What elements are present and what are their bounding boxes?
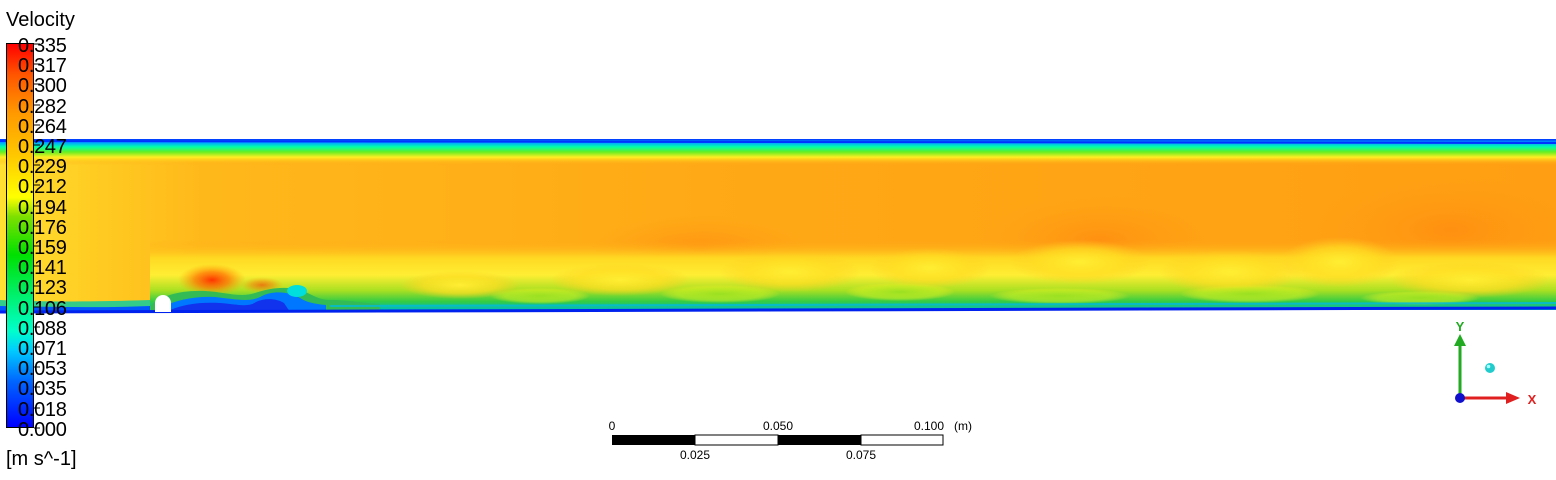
z-axis-dot xyxy=(1455,393,1465,403)
legend-tick-marks xyxy=(34,43,40,429)
cylinder-obstacle xyxy=(155,295,171,312)
scale-segment xyxy=(694,434,779,446)
turbulent-structure xyxy=(400,271,520,299)
wake-region xyxy=(170,299,290,312)
legend-label: 0.071 xyxy=(18,338,67,360)
scale-segment xyxy=(860,434,944,446)
scale-label: 0 xyxy=(609,419,616,433)
legend-label: 0.264 xyxy=(18,116,67,138)
sphere-highlight xyxy=(1486,364,1491,369)
low-velocity-patch xyxy=(660,285,780,303)
scale-bar: 0 0.050 0.100 (m) 0.025 0.075 xyxy=(609,419,972,462)
bed-boundary xyxy=(0,306,1556,314)
scale-unit: (m) xyxy=(954,419,972,433)
scale-segment xyxy=(778,435,861,445)
legend-color-bar xyxy=(6,43,34,428)
legend-units: [m s^-1] xyxy=(6,448,77,470)
legend-label: 0.212 xyxy=(18,176,67,198)
legend-label: 0.141 xyxy=(18,257,67,279)
legend-label: 0.335 xyxy=(18,35,67,57)
top-boundary xyxy=(0,140,1556,144)
low-velocity-patch xyxy=(490,288,590,304)
turbulent-structure xyxy=(1280,237,1400,287)
scale-label: 0.025 xyxy=(680,448,710,462)
legend-label: 0.282 xyxy=(18,96,67,118)
y-axis-label: Y xyxy=(1456,319,1465,334)
scale-label: 0.100 xyxy=(914,419,944,433)
legend-label: 0.247 xyxy=(18,136,67,158)
turbulent-structure xyxy=(1160,250,1300,294)
legend-labels: 0.335 0.317 0.300 0.282 0.264 0.247 0.22… xyxy=(0,0,120,480)
legend-label: 0.053 xyxy=(18,358,67,380)
low-velocity-patch xyxy=(1180,285,1320,303)
low-velocity-patch xyxy=(1360,291,1480,305)
legend-label: 0.194 xyxy=(18,197,67,219)
legend-label: 0.176 xyxy=(18,217,67,239)
legend-label: 0.229 xyxy=(18,156,67,178)
view-direction-sphere xyxy=(1485,363,1495,373)
bed-boundary-highlight xyxy=(329,302,1556,307)
x-axis-arrowhead xyxy=(1506,392,1520,404)
scale-segment xyxy=(612,435,695,445)
axis-triad: Y X xyxy=(1454,319,1537,407)
legend-title: Velocity xyxy=(6,9,75,31)
legend-label: 0.300 xyxy=(18,75,67,97)
legend-label: 0.018 xyxy=(18,399,67,421)
low-velocity-patch xyxy=(845,283,955,301)
y-axis-arrowhead xyxy=(1454,334,1466,346)
turbulent-structure xyxy=(1010,240,1150,284)
x-axis-label: X xyxy=(1528,392,1537,407)
legend-label: 0.317 xyxy=(18,55,67,77)
legend-label: 0.088 xyxy=(18,318,67,340)
velocity-hotspot xyxy=(178,264,246,296)
legend-label: 0.123 xyxy=(18,277,67,299)
legend-label: 0.035 xyxy=(18,378,67,400)
turbulent-structure xyxy=(870,248,990,288)
low-velocity-patch xyxy=(990,288,1130,304)
turbulent-structure xyxy=(550,264,690,296)
legend-label: 0.159 xyxy=(18,237,67,259)
turbulent-structure xyxy=(720,252,860,292)
legend-label: 0.106 xyxy=(18,298,67,320)
turbulent-structure xyxy=(1390,262,1550,298)
legend-label: 0.000 xyxy=(18,419,67,441)
scale-label: 0.050 xyxy=(763,419,793,433)
wake-eddy xyxy=(287,285,307,297)
scale-label: 0.075 xyxy=(846,448,876,462)
